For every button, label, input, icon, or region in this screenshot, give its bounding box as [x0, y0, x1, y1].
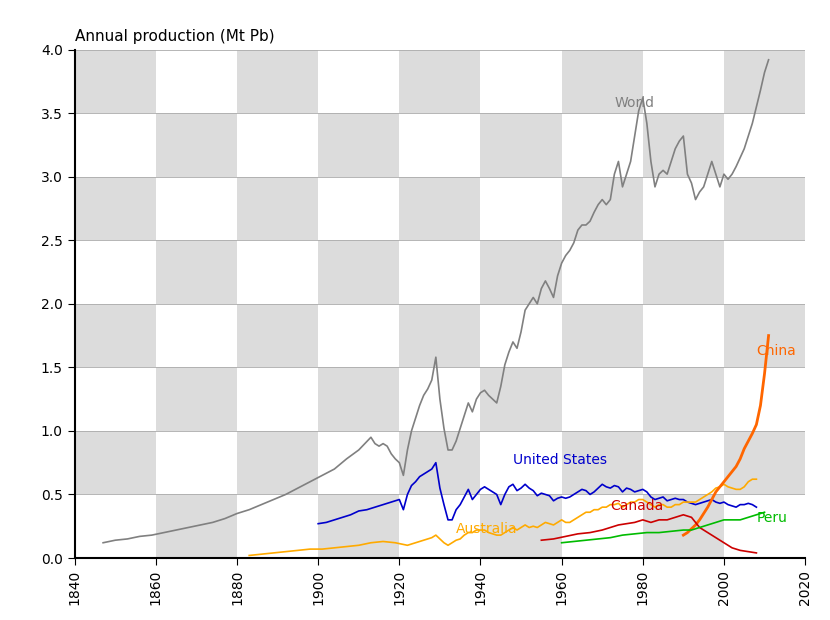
Text: China: China: [756, 343, 796, 358]
Bar: [399, 50, 481, 113]
Bar: [724, 495, 805, 558]
Bar: [75, 495, 156, 558]
Bar: [237, 177, 318, 240]
Bar: [156, 50, 237, 113]
Bar: [237, 431, 318, 495]
Bar: [75, 431, 156, 495]
Bar: [75, 367, 156, 431]
Bar: [724, 177, 805, 240]
Bar: [237, 113, 318, 177]
Bar: [642, 304, 724, 367]
Text: United States: United States: [513, 453, 607, 467]
Bar: [156, 367, 237, 431]
Bar: [562, 113, 642, 177]
Bar: [156, 177, 237, 240]
Bar: [318, 431, 399, 495]
Bar: [399, 113, 481, 177]
Bar: [399, 367, 481, 431]
Bar: [75, 50, 156, 113]
Bar: [642, 495, 724, 558]
Bar: [481, 304, 562, 367]
Text: Canada: Canada: [610, 498, 663, 513]
Bar: [481, 431, 562, 495]
Bar: [156, 431, 237, 495]
Bar: [562, 431, 642, 495]
Text: Peru: Peru: [756, 512, 788, 525]
Bar: [318, 113, 399, 177]
Bar: [724, 240, 805, 304]
Bar: [642, 240, 724, 304]
Bar: [642, 431, 724, 495]
Bar: [481, 240, 562, 304]
Bar: [481, 177, 562, 240]
Bar: [399, 177, 481, 240]
Bar: [562, 177, 642, 240]
Bar: [399, 240, 481, 304]
Bar: [642, 113, 724, 177]
Bar: [481, 50, 562, 113]
Bar: [75, 113, 156, 177]
Bar: [562, 240, 642, 304]
Bar: [156, 113, 237, 177]
Bar: [724, 367, 805, 431]
Bar: [642, 50, 724, 113]
Bar: [75, 304, 156, 367]
Bar: [237, 240, 318, 304]
Bar: [642, 177, 724, 240]
Bar: [481, 367, 562, 431]
Bar: [237, 367, 318, 431]
Text: World: World: [614, 96, 654, 110]
Bar: [75, 177, 156, 240]
Bar: [318, 240, 399, 304]
Bar: [562, 50, 642, 113]
Bar: [318, 50, 399, 113]
Bar: [156, 240, 237, 304]
Bar: [75, 240, 156, 304]
Bar: [318, 495, 399, 558]
Bar: [318, 304, 399, 367]
Bar: [724, 50, 805, 113]
Bar: [562, 495, 642, 558]
Bar: [481, 113, 562, 177]
Bar: [156, 495, 237, 558]
Bar: [399, 431, 481, 495]
Bar: [562, 304, 642, 367]
Bar: [481, 495, 562, 558]
Bar: [724, 113, 805, 177]
Text: Australia: Australia: [457, 521, 518, 536]
Text: Annual production (Mt Pb): Annual production (Mt Pb): [75, 29, 275, 44]
Bar: [237, 495, 318, 558]
Bar: [318, 367, 399, 431]
Bar: [237, 304, 318, 367]
Bar: [399, 304, 481, 367]
Bar: [724, 431, 805, 495]
Bar: [724, 304, 805, 367]
Bar: [562, 367, 642, 431]
Bar: [318, 177, 399, 240]
Bar: [399, 495, 481, 558]
Bar: [156, 304, 237, 367]
Bar: [237, 50, 318, 113]
Bar: [642, 367, 724, 431]
